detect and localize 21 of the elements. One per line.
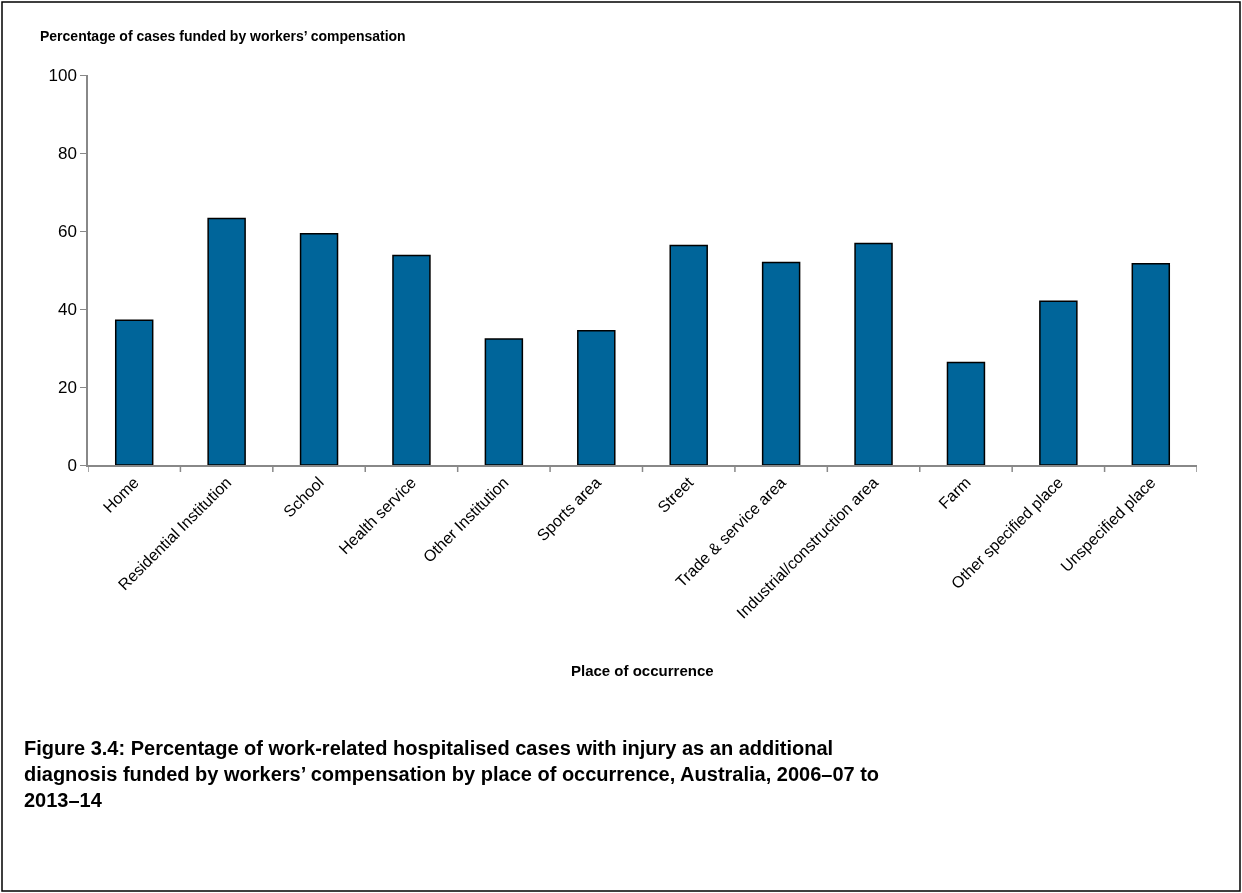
bar: [392, 254, 431, 465]
caption: Figure 3.4: Percentage of work-related hospitalised cases with injury as an additional diagnosis funded by workers’ compensation by place of occurrence, Australia, 2006–07 to 2013–14: [24, 737, 880, 811]
y-tick-label: 0: [67, 455, 77, 475]
y-axis-title: Percentage of cases funded by workers’ compensation: [40, 28, 406, 44]
y-tick-label: 100: [48, 65, 77, 85]
y-tick-label: 40: [57, 299, 77, 319]
y-tick-label: 60: [57, 221, 77, 241]
bar: [761, 261, 801, 465]
bar: [484, 338, 524, 465]
bar: [1131, 263, 1171, 465]
bar: [946, 361, 986, 465]
bar: [207, 217, 246, 465]
x-axis-title: Place of occurrence: [571, 662, 714, 679]
y-tick-label: 20: [57, 377, 77, 397]
bar: [299, 232, 339, 465]
bar: [1039, 300, 1078, 465]
bar: [577, 330, 616, 465]
bar: [854, 242, 893, 465]
bar: [669, 244, 708, 465]
bar: [114, 319, 154, 465]
y-tick-label: 80: [57, 143, 77, 163]
